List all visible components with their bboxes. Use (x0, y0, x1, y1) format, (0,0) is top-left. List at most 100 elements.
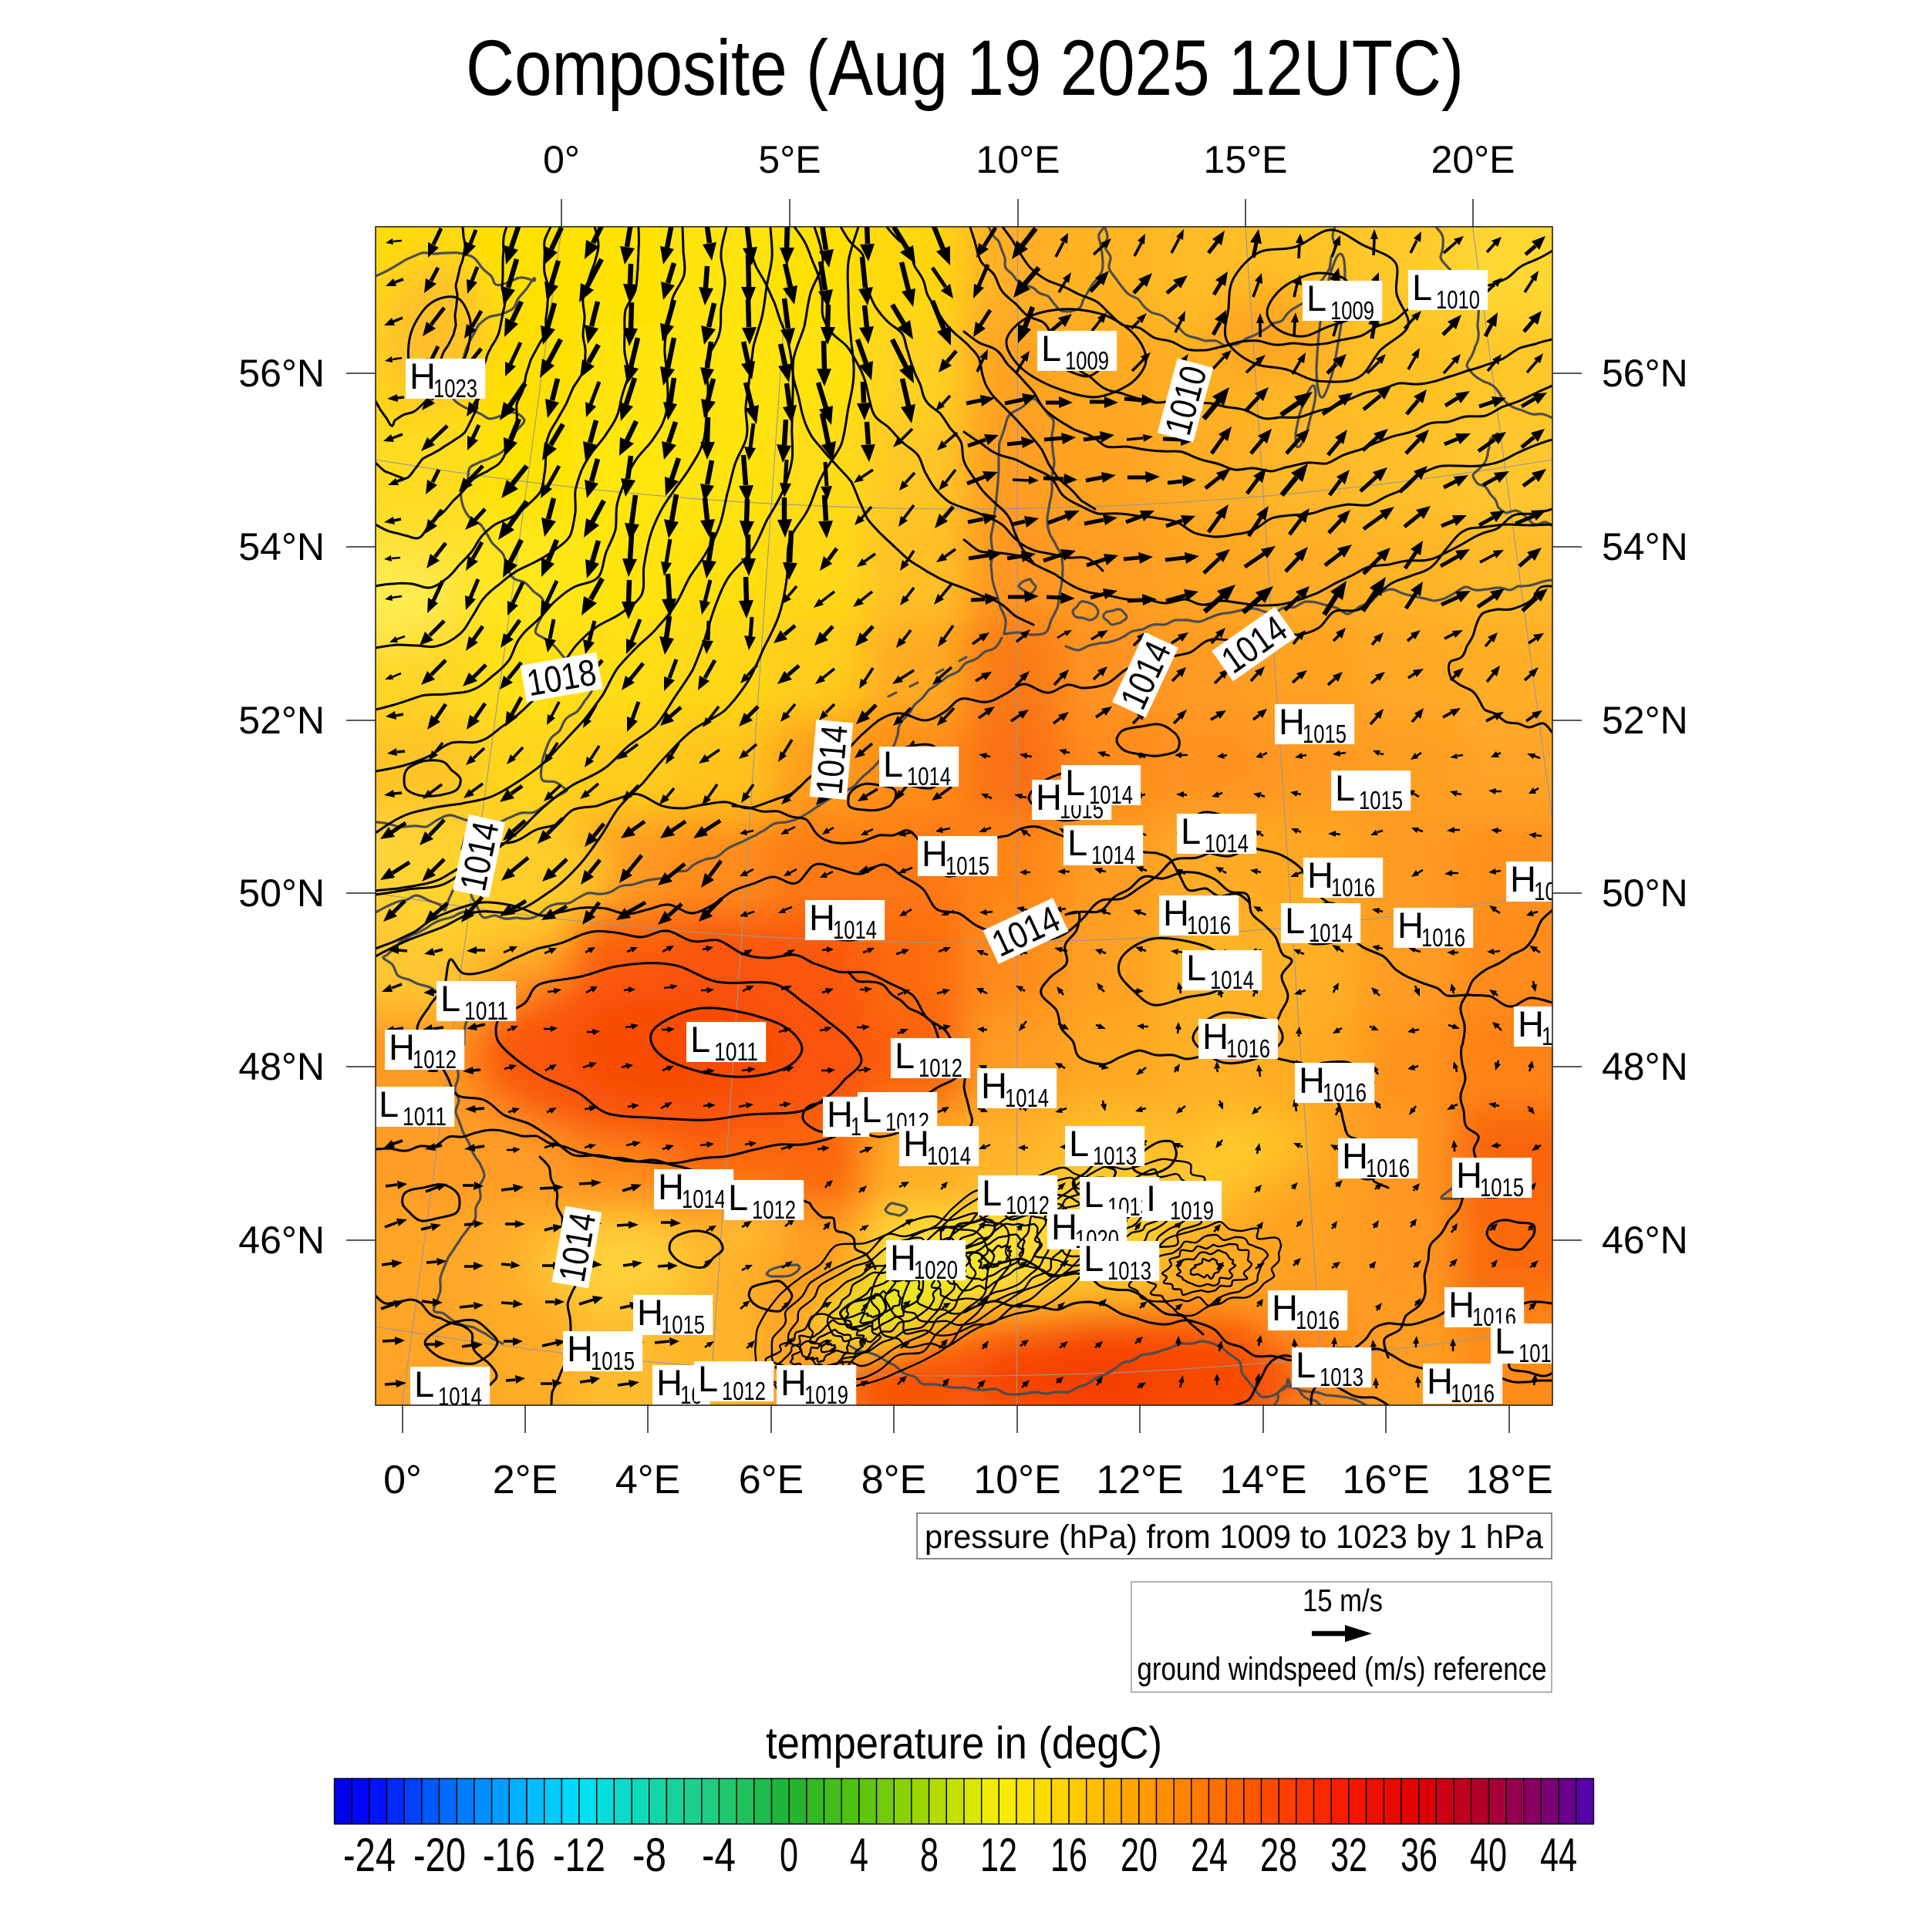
svg-text:1016: 1016 (1323, 1078, 1367, 1107)
svg-text:1011: 1011 (714, 1037, 758, 1066)
svg-text:L: L (1186, 947, 1206, 988)
svg-text:L: L (1495, 1320, 1515, 1361)
svg-text:L: L (1069, 1123, 1089, 1164)
svg-text:temperature in (degC): temperature in (degC) (766, 1718, 1162, 1768)
svg-text:L: L (883, 743, 903, 784)
svg-text:12°E: 12°E (1096, 1458, 1183, 1502)
svg-text:1012: 1012 (752, 1195, 796, 1224)
svg-text:H: H (656, 1362, 683, 1403)
svg-text:L: L (1067, 822, 1087, 863)
svg-text:28: 28 (1260, 1829, 1297, 1881)
svg-text:1023: 1023 (433, 374, 477, 403)
svg-text:1012: 1012 (413, 1045, 457, 1074)
svg-text:L: L (895, 1035, 915, 1076)
svg-text:1015: 1015 (1480, 1173, 1524, 1202)
svg-text:46°N: 46°N (238, 1219, 325, 1262)
svg-text:1012: 1012 (918, 1054, 962, 1082)
svg-text:1014: 1014 (682, 1185, 726, 1213)
svg-text:5°E: 5°E (758, 138, 821, 181)
svg-text:15°E: 15°E (1204, 138, 1288, 181)
svg-text:H: H (1427, 1360, 1453, 1401)
svg-text:L: L (728, 1177, 748, 1218)
svg-text:4°E: 4°E (615, 1458, 680, 1502)
svg-text:52°N: 52°N (1602, 699, 1688, 742)
svg-text:L: L (379, 1084, 399, 1124)
svg-text:1016: 1016 (1366, 1154, 1410, 1182)
svg-text:1013: 1013 (1093, 1141, 1137, 1170)
svg-text:L: L (690, 1019, 710, 1060)
svg-text:H: H (1456, 1155, 1482, 1195)
svg-text:H: H (1036, 777, 1062, 818)
svg-text:-12: -12 (553, 1829, 605, 1881)
svg-text:1016: 1016 (1226, 1034, 1270, 1063)
svg-text:1012: 1012 (722, 1377, 766, 1405)
svg-text:H: H (1051, 1206, 1077, 1247)
svg-text:0: 0 (780, 1829, 798, 1881)
svg-text:1014: 1014 (833, 915, 877, 944)
svg-text:I: I (1146, 1178, 1156, 1219)
svg-text:1015: 1015 (1303, 720, 1347, 748)
svg-text:H: H (1397, 905, 1424, 946)
svg-text:H: H (922, 833, 948, 874)
svg-text:0°: 0° (383, 1458, 422, 1502)
svg-text:L: L (1306, 278, 1326, 319)
svg-text:L: L (1041, 328, 1061, 369)
svg-text:1019: 1019 (1170, 1196, 1214, 1225)
svg-text:10°E: 10°E (973, 1458, 1060, 1502)
svg-text:1014: 1014 (907, 762, 951, 791)
svg-text:1016: 1016 (1421, 923, 1465, 952)
svg-text:4: 4 (850, 1829, 868, 1881)
svg-text:1014: 1014 (1210, 966, 1254, 994)
svg-text:16: 16 (1050, 1829, 1087, 1881)
svg-text:8: 8 (920, 1829, 939, 1881)
svg-text:L: L (1296, 1344, 1316, 1385)
svg-text:-4: -4 (702, 1829, 736, 1881)
svg-text:15 m/s: 15 m/s (1303, 1583, 1383, 1618)
svg-text:L: L (982, 1172, 1002, 1213)
svg-text:20: 20 (1121, 1829, 1158, 1881)
svg-text:1014: 1014 (438, 1382, 482, 1411)
svg-text:46°N: 46°N (1602, 1219, 1688, 1262)
svg-text:1014: 1014 (1091, 841, 1135, 869)
svg-text:10°E: 10°E (976, 138, 1060, 181)
svg-text:H: H (1518, 1003, 1544, 1044)
svg-text:50°N: 50°N (1602, 872, 1688, 915)
svg-text:0°: 0° (543, 138, 580, 181)
svg-text:54°N: 54°N (1602, 525, 1688, 568)
svg-text:H: H (1279, 701, 1305, 742)
svg-text:12: 12 (980, 1829, 1017, 1881)
svg-text:-8: -8 (632, 1829, 666, 1881)
svg-text:48°N: 48°N (238, 1045, 325, 1088)
svg-text:1013: 1013 (1107, 1256, 1151, 1285)
svg-text:1016: 1016 (1296, 1306, 1340, 1334)
svg-text:L: L (1335, 767, 1355, 808)
svg-text:H: H (1307, 855, 1333, 895)
svg-text:H: H (780, 1362, 807, 1403)
svg-text:1015: 1015 (1359, 786, 1403, 814)
svg-text:1020: 1020 (914, 1256, 958, 1284)
svg-text:8°E: 8°E (861, 1458, 926, 1502)
svg-text:-16: -16 (483, 1829, 535, 1881)
svg-text:1013: 1013 (1320, 1363, 1363, 1391)
svg-text:1014: 1014 (1309, 919, 1353, 947)
svg-text:1016: 1016 (1451, 1379, 1495, 1408)
svg-text:40: 40 (1470, 1829, 1507, 1881)
svg-text:ground windspeed (m/s) referen: ground windspeed (m/s) reference (1138, 1650, 1547, 1687)
svg-text:1014: 1014 (1005, 1084, 1049, 1112)
svg-text:H: H (1272, 1287, 1298, 1328)
svg-text:-20: -20 (413, 1829, 466, 1881)
svg-text:H: H (1163, 892, 1189, 933)
svg-text:20°E: 20°E (1431, 138, 1515, 181)
svg-text:1014: 1014 (927, 1141, 971, 1170)
svg-text:1014: 1014 (1089, 781, 1133, 809)
svg-text:L: L (698, 1358, 718, 1399)
svg-text:L: L (1181, 811, 1201, 851)
svg-text:L: L (414, 1364, 434, 1404)
svg-text:1016: 1016 (1331, 873, 1375, 902)
svg-text:H: H (827, 1094, 853, 1135)
svg-text:56°N: 56°N (1602, 352, 1688, 395)
svg-text:32: 32 (1330, 1829, 1367, 1881)
svg-text:56°N: 56°N (238, 352, 325, 395)
svg-text:10: 10 (1534, 877, 1556, 905)
svg-text:48°N: 48°N (1602, 1045, 1688, 1088)
